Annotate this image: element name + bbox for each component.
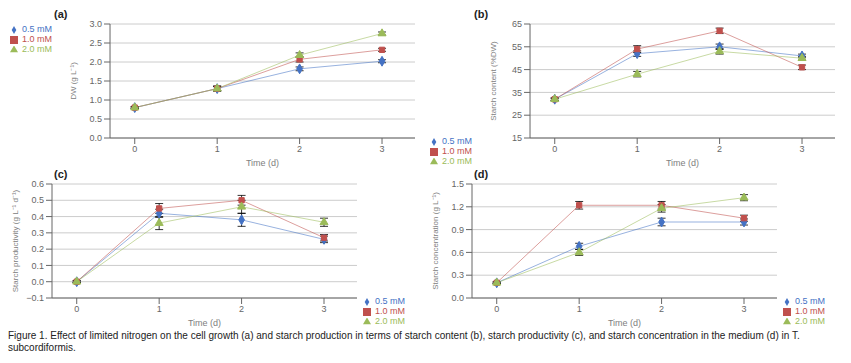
svg-text:0: 0 (132, 144, 137, 154)
svg-text:1.0: 1.0 (90, 95, 103, 105)
svg-text:3: 3 (380, 144, 385, 154)
svg-text:2: 2 (717, 144, 722, 154)
svg-text:0.5: 0.5 (31, 195, 44, 205)
html-text:(d): (d) (474, 168, 488, 180)
html-text:2.0 mM: 2.0 mM (795, 316, 825, 326)
svg-text:35: 35 (512, 88, 522, 98)
svg-text:0.6: 0.6 (31, 179, 44, 189)
svg-text:Time (d): Time (d) (608, 318, 641, 328)
html-text:2.0 mM: 2.0 mM (375, 316, 405, 326)
svg-text:2: 2 (239, 304, 244, 314)
svg-text:0.0: 0.0 (90, 133, 103, 143)
html-text:0.5 mM: 0.5 mM (795, 296, 825, 306)
html-text:(a): (a) (54, 8, 68, 20)
svg-text:Starch productivity (g L⁻¹ d⁻¹: Starch productivity (g L⁻¹ d⁻¹) (11, 189, 20, 292)
html-text:1.0 mM: 1.0 mM (375, 306, 405, 316)
svg-text:0: 0 (494, 304, 499, 314)
html-text:0.5 mM: 0.5 mM (442, 136, 472, 146)
html-text:0.5 mM: 0.5 mM (375, 296, 405, 306)
svg-text:Starch content (%DW): Starch content (%DW) (489, 41, 498, 121)
svg-text:3: 3 (742, 304, 747, 314)
svg-text:65: 65 (512, 19, 522, 29)
svg-text:1.5: 1.5 (451, 179, 464, 189)
svg-text:0.6: 0.6 (451, 248, 464, 258)
svg-text:0.4: 0.4 (31, 212, 44, 222)
svg-text:2.0: 2.0 (90, 57, 103, 67)
svg-text:0: 0 (552, 144, 557, 154)
html-text:1.0 mM: 1.0 mM (22, 34, 52, 44)
svg-text:Time (d): Time (d) (188, 318, 221, 328)
svg-text:2.5: 2.5 (90, 38, 103, 48)
html-text:1.0 mM: 1.0 mM (442, 146, 472, 156)
html-text:(b): (b) (474, 8, 488, 20)
svg-text:25: 25 (512, 110, 522, 120)
svg-text:45: 45 (512, 65, 522, 75)
svg-text:0.3: 0.3 (451, 270, 464, 280)
svg-text:0.1: 0.1 (31, 261, 44, 271)
svg-text:2: 2 (659, 304, 664, 314)
html-text:2.0 mM: 2.0 mM (442, 156, 472, 166)
svg-text:3: 3 (800, 144, 805, 154)
svg-text:2: 2 (297, 144, 302, 154)
svg-text:0.0: 0.0 (31, 277, 44, 287)
svg-text:0.2: 0.2 (31, 244, 44, 254)
svg-text:0.9: 0.9 (451, 225, 464, 235)
html-text:0.5 mM: 0.5 mM (22, 24, 52, 34)
svg-text:3: 3 (322, 304, 327, 314)
svg-text:1: 1 (157, 304, 162, 314)
html-text:Figure 1. Effect of limited ni: Figure 1. Effect of limited nitrogen on … (8, 330, 800, 353)
svg-text:1: 1 (577, 304, 582, 314)
svg-text:0.3: 0.3 (31, 228, 44, 238)
html-text:1.0 mM: 1.0 mM (795, 306, 825, 316)
svg-text:Time (d): Time (d) (246, 158, 279, 168)
svg-text:−0.1: −0.1 (26, 293, 44, 303)
svg-text:15: 15 (512, 133, 522, 143)
svg-text:1: 1 (635, 144, 640, 154)
html-text:(c): (c) (54, 168, 68, 180)
svg-text:3.0: 3.0 (90, 19, 103, 29)
svg-text:1.5: 1.5 (90, 76, 103, 86)
svg-text:0.5: 0.5 (90, 114, 103, 124)
svg-text:1.2: 1.2 (451, 202, 464, 212)
svg-text:55: 55 (512, 42, 522, 52)
html-text:2.0 mM: 2.0 mM (22, 44, 52, 54)
svg-text:0: 0 (74, 304, 79, 314)
svg-text:Time (d): Time (d) (666, 158, 699, 168)
svg-text:1: 1 (215, 144, 220, 154)
svg-text:Starch concentration (g L⁻¹): Starch concentration (g L⁻¹) (431, 192, 440, 290)
svg-text:DW (g L⁻¹): DW (g L⁻¹) (69, 62, 78, 100)
svg-text:0.0: 0.0 (451, 293, 464, 303)
